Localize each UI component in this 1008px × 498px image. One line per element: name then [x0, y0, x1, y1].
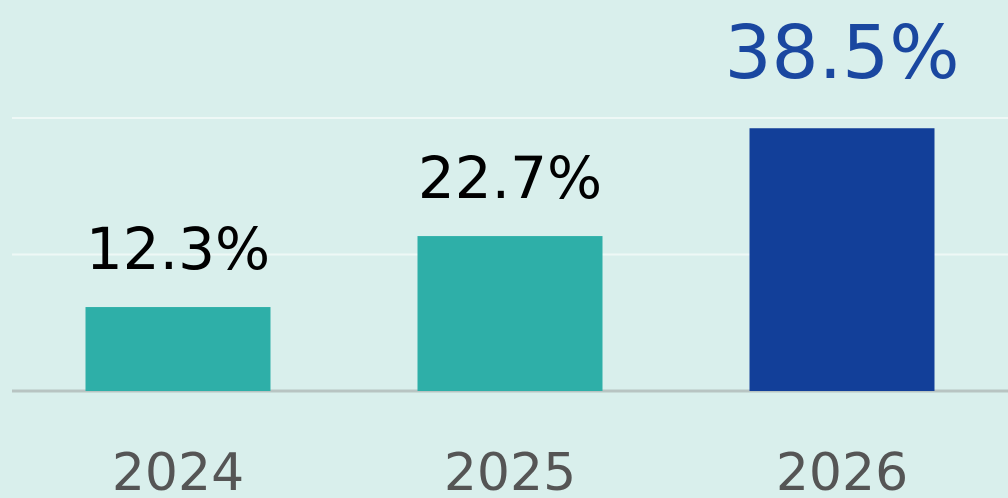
value-label: 38.5%	[724, 10, 959, 96]
bar	[749, 128, 935, 392]
x-tick-label: 2026	[776, 443, 908, 498]
value-label: 12.3%	[86, 215, 270, 283]
bar	[85, 307, 271, 391]
x-tick-label: 2025	[444, 443, 576, 498]
value-label: 22.7%	[418, 144, 602, 212]
bar	[417, 236, 603, 391]
x-tick-label: 2024	[112, 443, 244, 498]
